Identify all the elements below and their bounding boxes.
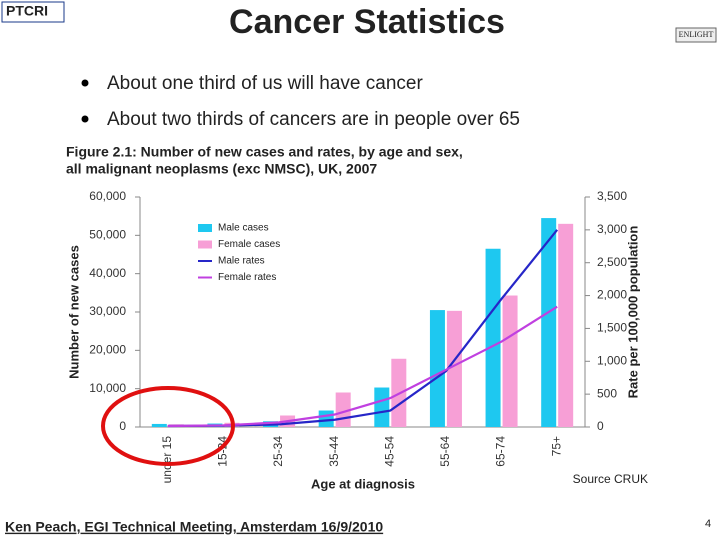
page-number: 4 <box>705 518 711 530</box>
x-tick-label: under 15 <box>160 436 174 484</box>
x-tick-label: 65-74 <box>494 436 508 467</box>
bullet: About two thirds of cancers are in peopl… <box>107 109 520 130</box>
y2-tick-label: 2,500 <box>597 255 627 269</box>
y2-tick-label: 2,000 <box>597 288 627 302</box>
legend-label: Male rates <box>218 256 265 267</box>
x-tick-label: 45-54 <box>382 436 396 467</box>
bar <box>151 423 167 427</box>
x-tick-label: 55-64 <box>438 436 452 467</box>
chart-title: Figure 2.1: Number of new cases and rate… <box>66 144 463 160</box>
bar <box>429 310 445 427</box>
source: Source CRUK <box>573 472 648 486</box>
highlight-circle <box>101 386 235 466</box>
y2-tick-label: 1,000 <box>597 353 627 367</box>
logo: ENLIGHT <box>679 30 714 39</box>
y2-tick-label: 1,500 <box>597 321 627 335</box>
footer: Ken Peach, EGI Technical Meeting, Amster… <box>5 519 383 535</box>
y2-tick-label: 3,000 <box>597 222 627 236</box>
x-tick-label: 75+ <box>549 436 563 456</box>
y-tick-label: 40,000 <box>89 266 126 280</box>
y2-tick-label: 0 <box>597 419 604 433</box>
slide-title: Cancer Statistics <box>229 3 505 41</box>
bar <box>485 248 501 427</box>
logo-frame <box>1 1 65 23</box>
bar <box>541 218 557 427</box>
y-tick-label: 10,000 <box>89 381 126 395</box>
legend-label: Female cases <box>218 239 280 250</box>
legend-swatch <box>198 224 212 232</box>
y-tick-label: 30,000 <box>89 304 126 318</box>
x-tick-label: 25-34 <box>271 436 285 467</box>
y-tick-label: 50,000 <box>89 228 126 242</box>
bar <box>446 310 462 427</box>
bullet-marker <box>81 115 89 123</box>
y2-axis-label: Rate per 100,000 population <box>625 226 640 399</box>
y2-tick-label: 3,500 <box>597 189 627 203</box>
legend-label: Male cases <box>218 223 269 234</box>
legend-swatch <box>198 240 212 249</box>
x-tick-label: 35-44 <box>327 436 341 467</box>
bullet-marker <box>81 79 89 87</box>
bar <box>558 223 574 427</box>
y2-tick-label: 500 <box>597 386 617 400</box>
bar <box>318 410 334 427</box>
bar <box>374 387 390 427</box>
y-tick-label: 0 <box>119 419 126 433</box>
logo-frame <box>675 27 717 43</box>
y-axis-label: Number of new cases <box>66 245 81 379</box>
bar <box>502 295 518 427</box>
legend-label: Female rates <box>218 272 276 283</box>
plot: 0 10,000 20,000 30,000 40,000 50,000 60,000 0 50… <box>89 189 627 483</box>
y-tick-label: 20,000 <box>89 343 126 357</box>
chart-title: all malignant neoplasms (exc NMSC), UK, … <box>66 161 377 177</box>
x-axis-label: Age at diagnosis <box>311 476 415 491</box>
bullet: About one third of us will have cancer <box>107 73 423 94</box>
y-tick-label: 60,000 <box>89 189 126 203</box>
logo: PTCRI <box>6 3 48 19</box>
